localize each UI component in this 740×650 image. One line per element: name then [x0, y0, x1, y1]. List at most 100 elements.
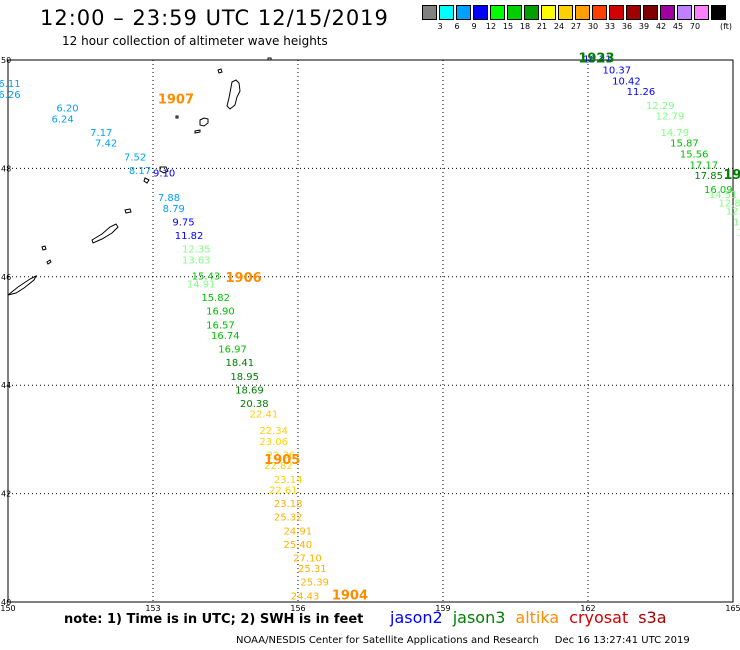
island-1 — [226, 79, 241, 110]
swh-value: 12.50 — [726, 206, 740, 217]
swh-value: 9.75 — [172, 217, 194, 228]
swh-value: 25.40 — [284, 540, 313, 551]
lon-tick-label: 153 — [145, 604, 160, 613]
swh-value: 23.06 — [259, 437, 288, 448]
colorbar-swatch — [711, 5, 726, 20]
lon-tick-label: 159 — [435, 604, 450, 613]
swh-value: 13.63 — [182, 255, 211, 266]
colorbar-label: 12 — [485, 22, 497, 31]
swh-value: 25.31 — [298, 564, 327, 575]
colorbar-label: 3 — [437, 22, 443, 31]
colorbar-swatch — [439, 5, 454, 20]
island-5 — [175, 115, 179, 119]
legend-cryosat: cryosat — [569, 608, 629, 627]
track-1904: 1904 — [332, 588, 368, 603]
track-19: 19 — [723, 168, 740, 183]
swh-value: 7.42 — [95, 139, 117, 150]
swh-value: 15.43 — [192, 272, 221, 283]
map-frame — [7, 59, 734, 603]
swh-value: 12. — [738, 228, 740, 239]
swh-value: 14.91 — [187, 280, 216, 291]
colorbar-swatch — [643, 5, 658, 20]
pass-label: 19 — [723, 168, 740, 183]
swh-value: 18.41 — [226, 358, 255, 369]
colorbar-swatch — [626, 5, 641, 20]
lon-tick-label: 150 — [0, 604, 15, 613]
colorbar-swatch — [575, 5, 590, 20]
satellite-legend: jason2 jason3 altika cryosat s3a — [390, 608, 677, 627]
swh-value: 8.17 — [129, 166, 151, 177]
generated-timestamp: Dec 16 13:27:41 UTC 2019 — [554, 635, 690, 646]
swh-value: 9.10 — [153, 169, 175, 180]
colorbar-label: 39 — [638, 22, 650, 31]
colorbar-label: 6 — [454, 22, 460, 31]
swh-value: 22.61 — [269, 486, 298, 497]
track-1907: 6.116.26 6.206.24 7.177.42 7.52 8.17 9.10 7.88… — [0, 79, 203, 242]
swh-value: 25.32 — [274, 513, 303, 524]
swh-value: 23.18 — [274, 499, 303, 510]
colorbar-swatch — [507, 5, 522, 20]
colorbar-swatch — [677, 5, 692, 20]
swh-value: 22.36 — [267, 450, 296, 461]
swh-value: 16.97 — [218, 345, 247, 356]
swh-value: 11.26 — [627, 87, 656, 98]
map-subtitle: 12 hour collection of altimeter wave hei… — [62, 34, 328, 48]
swh-value: 18.95 — [230, 372, 259, 383]
swh-value: 14.79 — [661, 128, 690, 139]
swh-value: 22.34 — [259, 426, 288, 437]
swh-value: 12.79 — [656, 112, 685, 123]
legend-s3a: s3a — [638, 608, 667, 627]
swh-value: 10.37 — [603, 66, 632, 77]
swh-value: 18.69 — [235, 385, 264, 396]
island-9 — [91, 223, 119, 244]
island-3 — [199, 117, 209, 127]
swh-value: 10.21 — [583, 55, 612, 66]
swh-value: 17.85 — [694, 171, 723, 182]
swh-value: 6.26 — [0, 90, 21, 101]
colorbar-label: 24 — [553, 22, 565, 31]
colorbar-swatch — [422, 5, 437, 20]
swh-value: 24.91 — [284, 526, 313, 537]
map-title: 12:00 – 23:59 UTC 12/15/2019 — [40, 6, 389, 30]
swh-value: 14.51 — [709, 190, 738, 201]
swh-value: 15.87 — [670, 139, 699, 150]
swh-value: 17.17 — [690, 160, 719, 171]
coastline — [7, 57, 272, 296]
colorbar-swatch — [473, 5, 488, 20]
colorbar-label: 9 — [471, 22, 477, 31]
swh-value: 27.10 — [293, 553, 322, 564]
swh-value: 6.20 — [56, 103, 78, 114]
swh-value: 8.79 — [163, 204, 185, 215]
lon-tick-label: 162 — [580, 604, 595, 613]
swh-value: 16.09 — [704, 185, 733, 196]
lon-tick-label: 156 — [290, 604, 305, 613]
footer-note: note: 1) Time is in UTC; 2) SWH is in fe… — [64, 612, 364, 627]
swh-value: 16.57 — [206, 320, 235, 331]
swh-value: 16.90 — [206, 307, 235, 318]
legend-jason2: jason2 — [390, 608, 443, 627]
swh-value: 22.82 — [264, 461, 293, 472]
island-12 — [267, 57, 272, 61]
lat-tick-label: 40 — [1, 598, 11, 607]
credit-text: NOAA/NESDIS Center for Satellite Applica… — [236, 635, 539, 646]
pass-label: 1904 — [332, 588, 368, 603]
swh-value: 16.74 — [211, 331, 240, 342]
island-8 — [124, 208, 132, 214]
swh-value: 7.17 — [90, 128, 112, 139]
pass-label: 1923 — [578, 52, 614, 67]
colorbar-swatch — [524, 5, 539, 20]
colorbar-unit: (ft) — [720, 22, 733, 31]
kamchatka-coast — [7, 274, 38, 296]
lat-tick-label: 42 — [1, 490, 11, 499]
credit-line: NOAA/NESDIS Center for Satellite Applica… — [236, 635, 690, 646]
island-11 — [46, 259, 52, 265]
colorbar-swatch — [592, 5, 607, 20]
colorbar-label: 33 — [604, 22, 616, 31]
swh-value: 11.82 — [175, 231, 204, 242]
swh-value: 24.43 — [291, 591, 320, 602]
altimeter-tracks: 6.116.26 6.206.24 7.177.42 7.52 8.17 9.10 7.88… — [0, 52, 740, 604]
pass-label: 1907 — [158, 92, 194, 107]
